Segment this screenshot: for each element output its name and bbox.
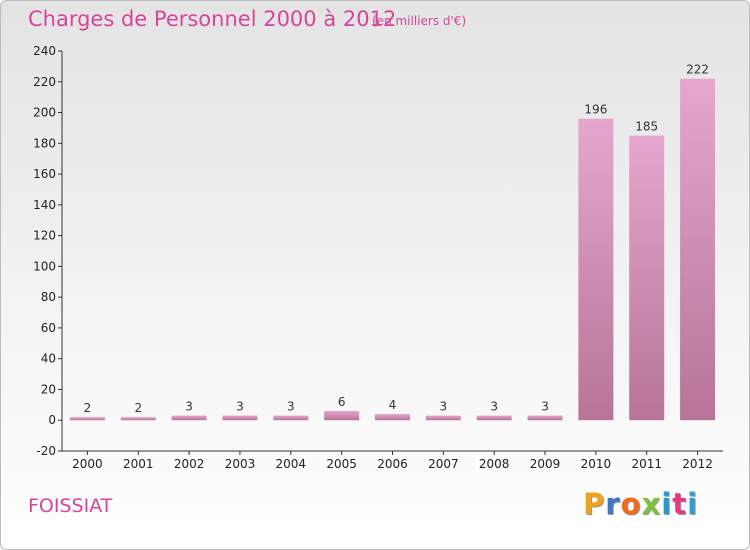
commune-name: FOISSIAT — [28, 495, 113, 517]
bar-2010 — [578, 118, 614, 421]
y-tick-label: 240 — [33, 44, 56, 58]
bar-2009 — [527, 415, 563, 421]
x-tick-label-2011: 2011 — [631, 457, 662, 471]
bar-2011 — [629, 135, 665, 421]
x-tick-label-2009: 2009 — [530, 457, 561, 471]
data-label-2003: 3 — [236, 400, 244, 414]
axes-group: -20 0 20 40 60 80 100 120 140 160 180 200 220 240 2000… — [33, 44, 723, 471]
proxiti-logo: Proxiti — [583, 487, 698, 521]
logo-letter: r — [605, 487, 621, 521]
x-tick-label-2007: 2007 — [428, 457, 459, 471]
chart-unit-subtitle: (en milliers d'€) — [372, 14, 467, 28]
y-tick-label: 80 — [41, 290, 56, 304]
logo-letter: i — [661, 487, 673, 521]
bar-2003 — [222, 415, 258, 421]
x-tick-label-2012: 2012 — [682, 457, 713, 471]
y-tick-label: 200 — [33, 106, 56, 120]
bar-2012 — [680, 78, 716, 421]
data-label-2007: 3 — [440, 400, 448, 414]
bar-2000 — [69, 417, 105, 421]
y-tick-label: 100 — [33, 259, 56, 273]
bar-2004 — [273, 415, 309, 421]
y-tick-label: 220 — [33, 75, 56, 89]
logo-letter: o — [620, 487, 642, 521]
y-tick-label: 140 — [33, 198, 56, 212]
x-tick-label-2002: 2002 — [174, 457, 205, 471]
logo-letter: t — [672, 487, 688, 521]
x-tick-label-2000: 2000 — [72, 457, 103, 471]
data-label-2000: 2 — [84, 401, 92, 415]
logo-letter: i — [687, 487, 699, 521]
y-tick-label: 0 — [48, 413, 56, 427]
bar-2007 — [425, 415, 461, 421]
y-tick-label: 120 — [33, 229, 56, 243]
data-label-2011: 185 — [635, 120, 658, 134]
bar-2005 — [324, 411, 360, 421]
data-label-2010: 196 — [584, 103, 607, 117]
y-tick-label: 180 — [33, 136, 56, 150]
y-tick-label: 20 — [41, 382, 56, 396]
y-tick-label: -20 — [36, 444, 56, 458]
data-label-2005: 6 — [338, 395, 346, 409]
bar-2002 — [171, 415, 207, 421]
data-label-2002: 3 — [185, 400, 193, 414]
bar-2008 — [476, 415, 512, 421]
data-label-2004: 3 — [287, 400, 295, 414]
x-tick-label-2006: 2006 — [377, 457, 408, 471]
x-tick-label-2010: 2010 — [581, 457, 612, 471]
data-label-2008: 3 — [490, 400, 498, 414]
data-label-2006: 4 — [389, 398, 397, 412]
y-tick-label: 160 — [33, 167, 56, 181]
data-label-2001: 2 — [134, 401, 142, 415]
logo-letter: P — [583, 487, 606, 521]
data-label-2012: 222 — [686, 63, 709, 77]
logo-letter: x — [641, 487, 662, 521]
bar-2001 — [120, 417, 156, 421]
bar-2006 — [375, 414, 410, 421]
x-tick-label-2005: 2005 — [326, 457, 357, 471]
y-tick-label: 40 — [41, 352, 56, 366]
x-tick-label-2001: 2001 — [123, 457, 154, 471]
data-label-2009: 3 — [541, 400, 549, 414]
x-tick-label-2004: 2004 — [276, 457, 307, 471]
x-tick-label-2003: 2003 — [225, 457, 256, 471]
y-tick-label: 60 — [41, 321, 56, 335]
bars-group — [69, 78, 716, 421]
chart-title: Charges de Personnel 2000 à 2012 — [28, 7, 397, 31]
x-tick-label-2008: 2008 — [479, 457, 510, 471]
labels-group: 2 2 3 3 3 6 4 3 3 3 196 185 222 — [84, 63, 709, 415]
